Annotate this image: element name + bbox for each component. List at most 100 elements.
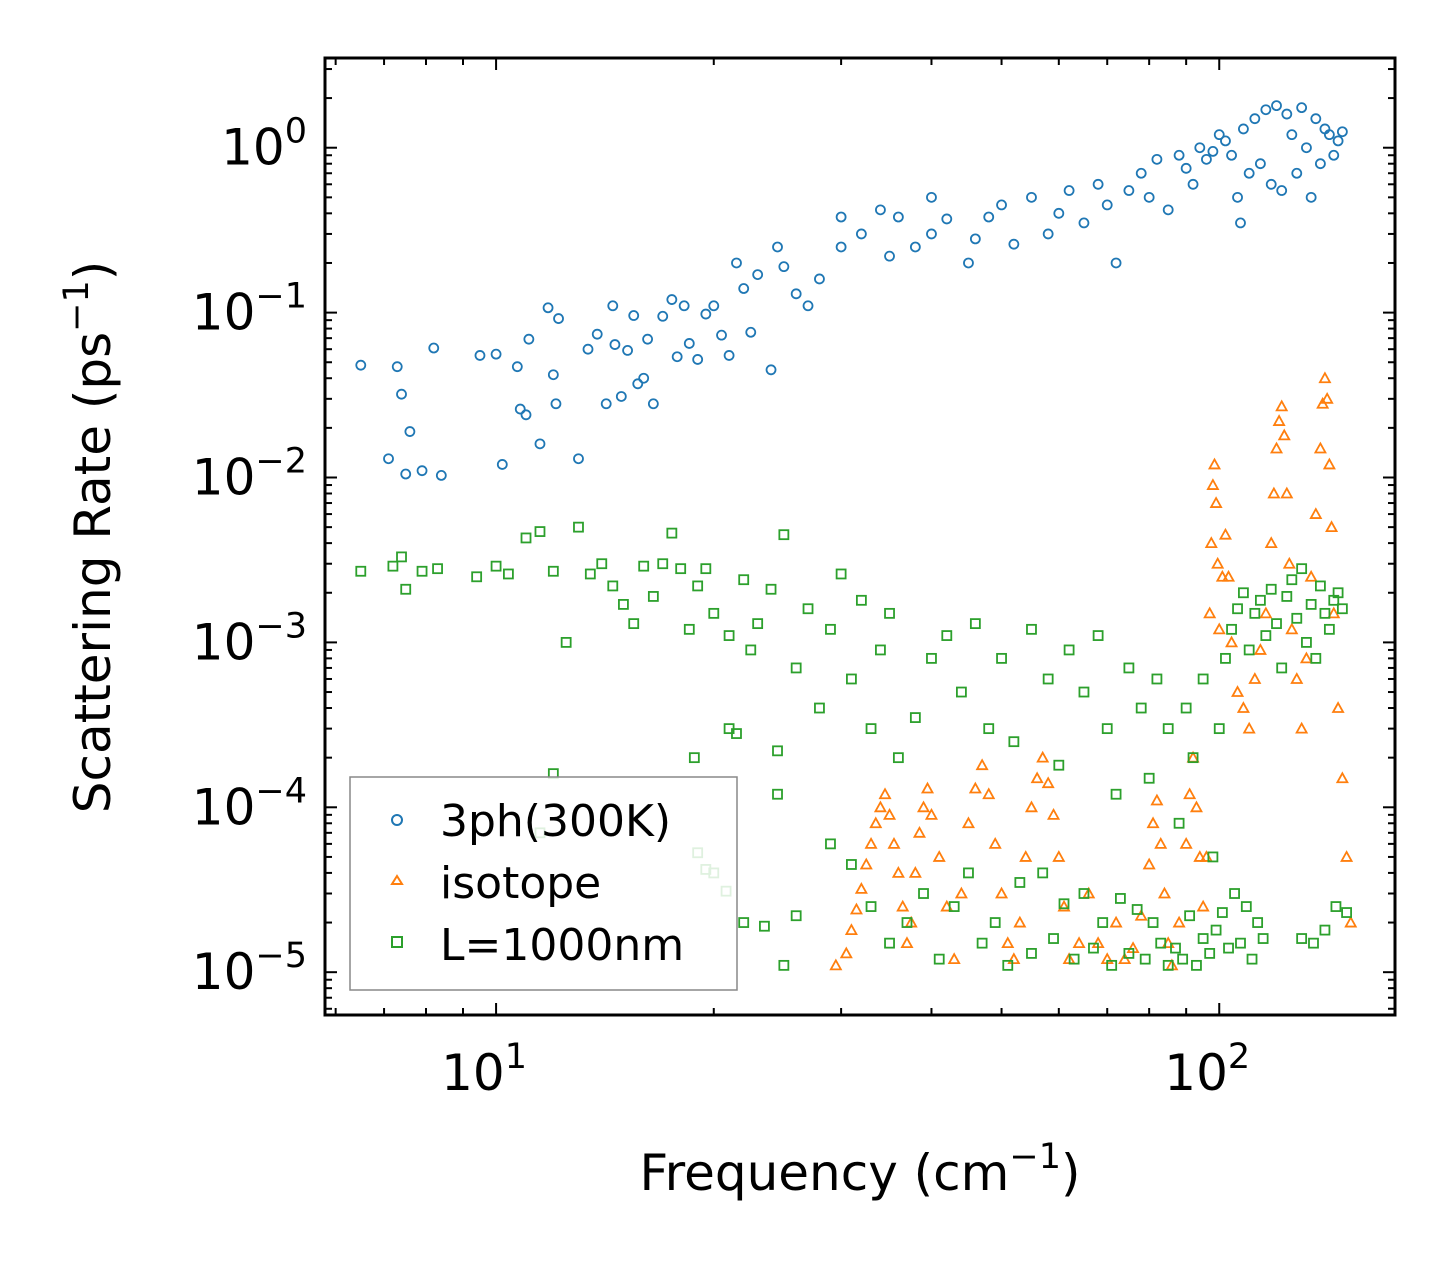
data-point	[884, 607, 895, 619]
data-point	[1220, 652, 1231, 664]
data-point	[355, 359, 367, 371]
data-point	[976, 937, 988, 949]
data-point	[1001, 936, 1015, 949]
data-point	[1267, 486, 1281, 499]
data-point	[573, 453, 584, 465]
data-point	[1246, 953, 1258, 965]
data-point	[1249, 607, 1261, 619]
data-point	[865, 901, 877, 912]
data-point	[1265, 178, 1277, 190]
data-point	[1191, 959, 1202, 971]
data-point	[1151, 153, 1163, 165]
data-point	[642, 333, 653, 345]
data-point	[1013, 915, 1027, 928]
data-point	[920, 781, 935, 794]
data-point	[1207, 457, 1222, 470]
data-point	[1172, 915, 1186, 928]
data-point	[916, 800, 931, 813]
data-point	[1048, 933, 1059, 944]
data-point	[844, 923, 858, 935]
data-point	[1139, 953, 1151, 965]
data-point	[738, 574, 750, 586]
legend-label-boundary: L=1000nm	[440, 920, 684, 971]
data-point	[1299, 651, 1313, 664]
data-point	[1196, 899, 1210, 912]
data-point	[778, 959, 790, 971]
data-point	[1092, 178, 1104, 190]
data-point	[745, 644, 757, 656]
data-point	[752, 618, 764, 630]
data-point	[1193, 850, 1207, 862]
data-point	[926, 652, 937, 664]
data-point	[738, 917, 750, 928]
data-point	[1225, 635, 1239, 648]
data-point	[511, 361, 523, 373]
data-point	[1180, 702, 1192, 714]
data-point	[723, 350, 735, 361]
data-point	[523, 333, 535, 345]
data-point	[891, 866, 905, 878]
data-point	[383, 453, 394, 465]
data-point	[1211, 556, 1225, 569]
data-point	[924, 807, 938, 820]
data-point	[731, 257, 742, 269]
data-point	[1177, 953, 1189, 965]
data-point	[600, 398, 612, 410]
data-point	[678, 300, 690, 312]
data-point	[892, 211, 904, 223]
data-point	[941, 213, 953, 225]
data-point	[1314, 158, 1326, 170]
data-point	[1215, 569, 1229, 582]
data-point	[1042, 673, 1054, 685]
y-tick-label: 10−4	[192, 771, 307, 836]
data-point	[1078, 686, 1090, 698]
data-point	[1204, 536, 1218, 549]
legend-marker-triangle	[390, 874, 404, 885]
data-point	[1344, 915, 1358, 928]
data-point	[1243, 167, 1255, 179]
data-point	[550, 398, 562, 410]
data-point	[1286, 129, 1298, 141]
data-point	[1207, 145, 1219, 157]
data-point	[1296, 563, 1308, 575]
data-point	[1097, 917, 1109, 928]
data-point	[1252, 917, 1264, 928]
data-point	[901, 917, 913, 928]
data-point	[1332, 587, 1344, 599]
data-point	[404, 426, 416, 437]
data-point	[1301, 142, 1312, 154]
data-point	[855, 594, 867, 606]
data-point	[1269, 441, 1284, 454]
data-point	[1265, 583, 1277, 595]
data-point	[435, 469, 447, 481]
data-point	[1197, 933, 1209, 944]
data-point	[1336, 603, 1348, 615]
data-point	[1042, 228, 1054, 240]
data-point	[909, 712, 921, 723]
data-point	[1320, 391, 1334, 404]
data-point	[666, 294, 678, 305]
data-point	[1340, 850, 1354, 862]
data-point	[1036, 750, 1050, 763]
data-point	[1276, 662, 1288, 674]
data-point	[692, 354, 704, 365]
data-point	[1295, 721, 1309, 734]
data-point	[1201, 153, 1212, 165]
data-point	[1235, 217, 1246, 229]
data-point	[790, 910, 802, 922]
data-point	[900, 936, 914, 949]
data-point	[968, 781, 982, 794]
data-point	[1218, 527, 1232, 540]
data-point	[692, 580, 704, 592]
data-point	[1123, 947, 1135, 959]
data-point	[825, 623, 836, 635]
data-point	[1235, 937, 1246, 949]
data-point	[918, 888, 929, 899]
data-point	[778, 261, 790, 273]
data-point	[1310, 113, 1322, 125]
legend-marker-circle	[391, 814, 403, 826]
data-point	[854, 882, 868, 894]
data-point	[400, 468, 412, 480]
data-point	[969, 233, 981, 245]
